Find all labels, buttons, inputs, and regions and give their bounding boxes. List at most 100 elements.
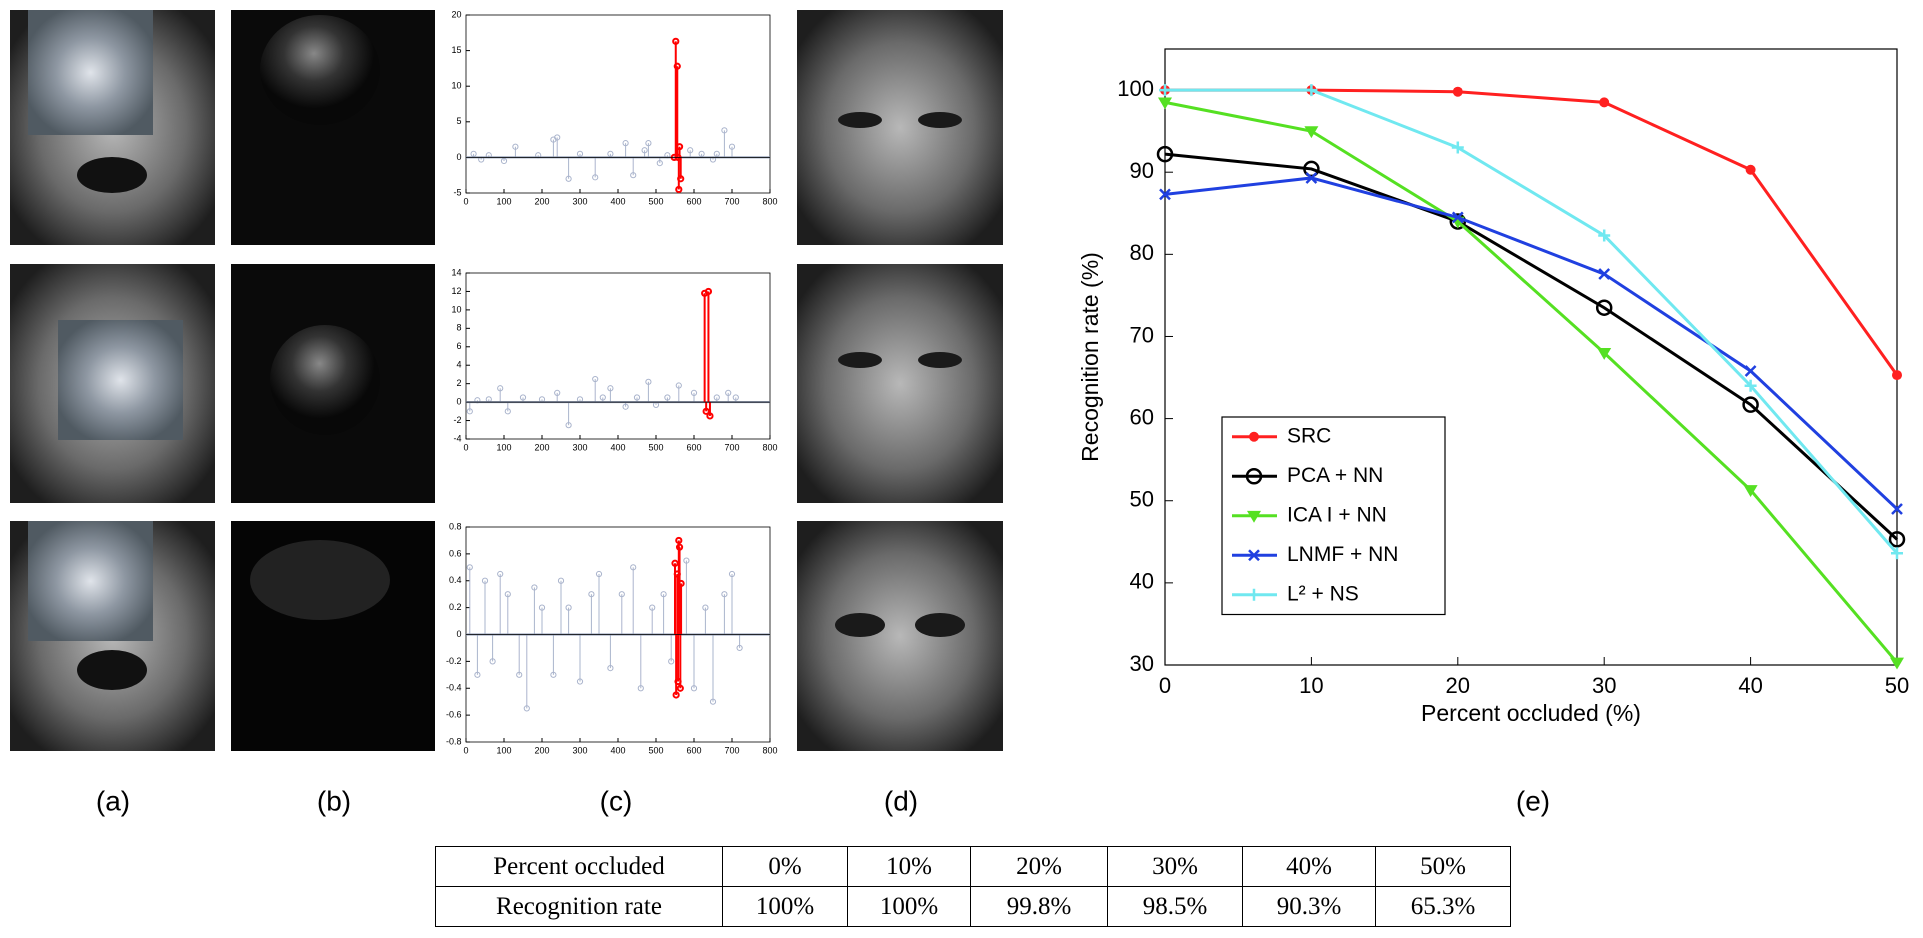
stem-marker: [645, 140, 652, 147]
y-tick-label: 60: [1130, 404, 1154, 429]
point: [1248, 549, 1260, 562]
point: [1745, 164, 1756, 175]
x-tick-label: 500: [648, 745, 663, 755]
stem-marker: [481, 577, 489, 584]
y-tick-label: 2: [456, 378, 461, 388]
point: [1305, 172, 1318, 184]
table-cell: 99.8%: [970, 886, 1108, 927]
stem-marker: [704, 287, 713, 296]
point: [1598, 229, 1611, 242]
stem-marker: [512, 143, 519, 150]
y-tick-label: 0.6: [449, 548, 462, 558]
x-tick-label: 30: [1592, 673, 1616, 698]
point: [1303, 160, 1320, 178]
point: [1156, 145, 1174, 163]
stem-marker: [592, 375, 599, 383]
series-line: [1164, 152, 1899, 541]
table-cell: 50%: [1375, 846, 1511, 887]
stem-marker: [607, 385, 614, 392]
stem-marker: [516, 671, 523, 678]
y-tick-label: 80: [1130, 240, 1154, 265]
stem-marker: [672, 691, 680, 699]
stem-marker: [466, 564, 473, 571]
table-row: Percent occluded 0% 10% 20% 30% 40% 50%: [435, 846, 1511, 887]
stem-marker: [630, 172, 637, 179]
stem-marker: [677, 579, 685, 588]
x-tick-label: 0: [463, 196, 468, 206]
point: [1892, 370, 1902, 381]
y-tick-label: 10: [451, 81, 461, 91]
stem-marker: [687, 147, 694, 154]
y-tick-label: -0.2: [446, 656, 462, 666]
x-tick-label: 700: [724, 196, 739, 206]
point: [1248, 588, 1260, 601]
table-cell: 30%: [1107, 846, 1243, 887]
y-tick-label: 10: [451, 304, 461, 314]
x-tick-label: 300: [572, 196, 587, 206]
stem-marker: [649, 604, 656, 611]
series-line: [1165, 88, 1899, 376]
series-line: [1164, 176, 1899, 511]
point: [1304, 126, 1319, 139]
stem-marker: [599, 394, 606, 401]
y-tick-label: 14: [451, 267, 461, 277]
stem-marker: [637, 685, 644, 692]
stem-marker: [683, 557, 690, 564]
stem-marker: [538, 604, 546, 611]
stem-marker: [725, 389, 732, 396]
y-tick-label: 4: [456, 360, 461, 370]
stem-marker: [677, 175, 685, 183]
table-row: Recognition rate 100% 100% 99.8% 98.5% 9…: [435, 886, 1511, 927]
y-tick-label: 100: [1117, 76, 1154, 101]
y-tick-label: 12: [451, 286, 461, 296]
x-tick-label: 700: [724, 442, 739, 452]
point: [1451, 211, 1464, 224]
stem-marker: [519, 394, 527, 401]
x-tick-label: 0: [463, 745, 468, 755]
stem-marker: [497, 570, 504, 578]
stem-marker: [466, 408, 473, 415]
stem-marker: [588, 591, 595, 598]
stem-marker: [702, 407, 710, 415]
stem-marker: [732, 394, 739, 401]
table-cell: 0%: [722, 846, 848, 887]
figure: (a) (b) (c) (d) (e) 0 100 200 300 400 500 600 7…: [10, 9, 1909, 816]
x-tick-label: 50: [1885, 673, 1909, 698]
x-tick-label: 200: [534, 442, 549, 452]
point: [1305, 84, 1318, 97]
point: [1744, 365, 1757, 377]
point: [1890, 657, 1904, 670]
axes-frame: [1164, 48, 1898, 666]
y-tick-label: -4: [453, 433, 461, 443]
stem-marker: [676, 684, 684, 692]
stem-marker: [702, 604, 709, 611]
x-tick-label: 0: [463, 442, 468, 452]
stem-marker: [550, 671, 557, 678]
y-tick-label: 50: [1130, 487, 1154, 512]
stem-marker: [675, 536, 683, 545]
stem-marker: [504, 591, 511, 598]
x-tick-label: 500: [648, 442, 663, 452]
x-tick-label: 200: [534, 745, 549, 755]
legend-label: ICA I + NN: [1287, 503, 1387, 526]
occluded-faces: [10, 10, 215, 751]
y-tick-label: 70: [1130, 322, 1154, 347]
point: [1159, 188, 1171, 201]
stem-marker: [664, 394, 671, 401]
x-tick-label: 40: [1738, 673, 1762, 698]
stem-marker: [554, 389, 561, 396]
y-tick-label: 0: [456, 152, 461, 162]
stem-marker: [690, 389, 698, 396]
stem-marker: [565, 175, 572, 182]
stem-marker: [595, 570, 603, 578]
results-table: Percent occluded 0% 10% 20% 30% 40% 50% …: [435, 846, 1511, 927]
point: [1597, 347, 1612, 360]
stem-marker: [721, 591, 728, 598]
stem-marker: [675, 185, 683, 194]
y-tick-label: -0.8: [446, 736, 462, 746]
x-axis-label: Percent occluded (%): [1421, 700, 1641, 726]
panel-label: (c): [600, 785, 633, 816]
point: [1249, 431, 1259, 442]
y-tick-label: 8: [456, 323, 461, 333]
y-tick-label: 0: [456, 396, 461, 406]
